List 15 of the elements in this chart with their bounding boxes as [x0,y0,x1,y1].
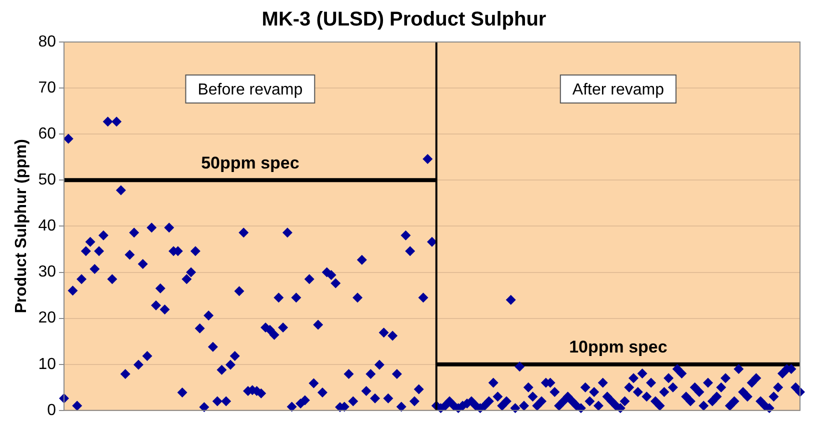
y-tick-label: 10 [38,356,56,373]
annotation: Before revamp [198,81,303,98]
y-tick-label: 80 [38,33,56,50]
annotation: After revamp [572,81,664,98]
series-label: 10ppm spec [569,338,668,357]
series-label: 50ppm spec [201,153,300,172]
y-tick-label: 20 [38,310,56,327]
y-tick-label: 50 [38,172,56,189]
y-tick-label: 30 [38,264,56,281]
y-tick-label: 60 [38,126,56,143]
y-axis-title: Product Sulphur (ppm) [13,139,30,314]
y-tick-label: 40 [38,218,56,235]
y-tick-label: 70 [38,79,56,96]
chart-title: MK-3 (ULSD) Product Sulphur [262,8,546,31]
y-tick-label: 0 [47,402,56,419]
